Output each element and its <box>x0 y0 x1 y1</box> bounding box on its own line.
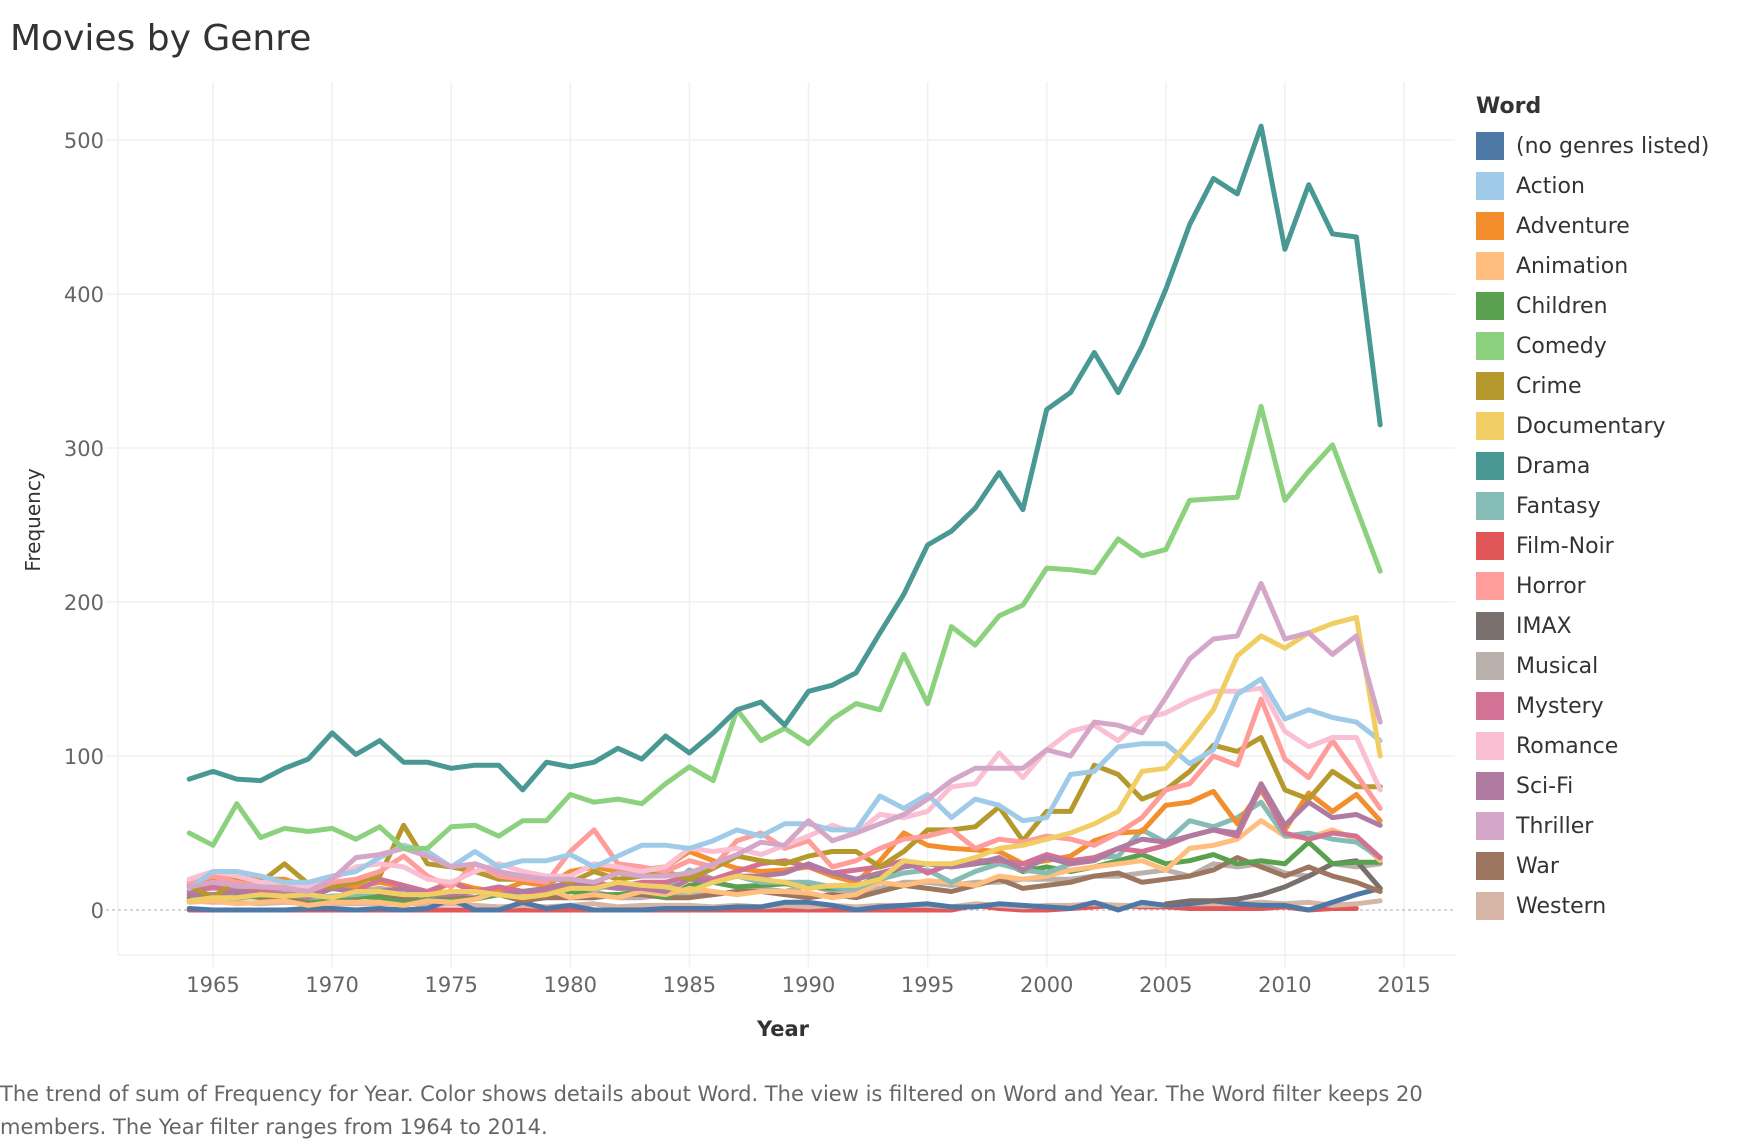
legend-item[interactable]: Fantasy <box>1476 486 1709 526</box>
legend-label: Film-Noir <box>1516 533 1614 559</box>
legend-label: Comedy <box>1516 333 1607 359</box>
legend-label: Adventure <box>1516 213 1630 239</box>
legend-item[interactable]: Mystery <box>1476 686 1709 726</box>
legend-label: Animation <box>1516 253 1629 279</box>
x-tick-label: 1970 <box>305 973 358 997</box>
legend-items: (no genres listed) Action Adventure Animati… <box>1476 126 1709 926</box>
legend-label: Horror <box>1516 573 1586 599</box>
legend-swatch <box>1476 812 1504 840</box>
legend-swatch <box>1476 652 1504 680</box>
legend-label: Action <box>1516 173 1585 199</box>
legend-label: Thriller <box>1516 813 1594 839</box>
legend-swatch <box>1476 492 1504 520</box>
legend-item[interactable]: Romance <box>1476 726 1709 766</box>
x-tick-label: 1985 <box>663 973 716 997</box>
grid-lines <box>106 82 1455 967</box>
legend-swatch <box>1476 212 1504 240</box>
series-line-no-genres-listed <box>186 885 1383 913</box>
x-axis-ticks: 1965 1970 1975 1980 1985 1990 1995 2000 2005 2010… <box>186 973 1430 997</box>
legend-label: Drama <box>1516 453 1591 479</box>
x-tick-label: 1990 <box>782 973 835 997</box>
x-tick-label: 2015 <box>1377 973 1430 997</box>
x-tick-label: 2005 <box>1139 973 1192 997</box>
legend-item[interactable]: Crime <box>1476 366 1709 406</box>
legend-swatch <box>1476 292 1504 320</box>
legend-item[interactable]: Comedy <box>1476 326 1709 366</box>
legend-label: Romance <box>1516 733 1619 759</box>
legend-item[interactable]: Animation <box>1476 246 1709 286</box>
chart-title: Movies by Genre <box>10 18 312 59</box>
legend-swatch <box>1476 252 1504 280</box>
legend-item[interactable]: War <box>1476 846 1709 886</box>
legend-swatch <box>1476 732 1504 760</box>
legend-label: Sci-Fi <box>1516 773 1574 799</box>
legend-item[interactable]: Western <box>1476 886 1709 926</box>
series-line-animation <box>186 818 1383 908</box>
series-line-thriller <box>186 581 1383 894</box>
x-tick-label: 1975 <box>424 973 477 997</box>
legend-swatch <box>1476 692 1504 720</box>
legend-swatch <box>1476 572 1504 600</box>
series-lines <box>186 123 1383 913</box>
legend-item[interactable]: Drama <box>1476 446 1709 486</box>
legend-item[interactable]: (no genres listed) <box>1476 126 1709 166</box>
legend-label: Crime <box>1516 373 1582 399</box>
series-line-documentary <box>186 614 1383 904</box>
legend-label: Western <box>1516 893 1607 919</box>
legend-swatch <box>1476 772 1504 800</box>
legend-swatch <box>1476 612 1504 640</box>
y-axis-title: Frequency <box>21 468 45 571</box>
legend-item[interactable]: Documentary <box>1476 406 1709 446</box>
legend-label: Fantasy <box>1516 493 1601 519</box>
legend-swatch <box>1476 892 1504 920</box>
y-tick-label: 0 <box>91 899 104 923</box>
legend: Word (no genres listed) Action Adventure An… <box>1476 92 1709 926</box>
x-tick-label: 1980 <box>544 973 597 997</box>
x-tick-label: 1995 <box>901 973 954 997</box>
legend-item[interactable]: Horror <box>1476 566 1709 606</box>
x-tick-label: 1965 <box>186 973 239 997</box>
legend-swatch <box>1476 452 1504 480</box>
y-tick-label: 100 <box>64 745 104 769</box>
legend-label: Children <box>1516 293 1608 319</box>
legend-swatch <box>1476 412 1504 440</box>
legend-item[interactable]: Sci-Fi <box>1476 766 1709 806</box>
legend-item[interactable]: Thriller <box>1476 806 1709 846</box>
legend-label: Mystery <box>1516 693 1604 719</box>
legend-label: (no genres listed) <box>1516 133 1710 159</box>
y-tick-label: 200 <box>64 591 104 615</box>
legend-item[interactable]: Action <box>1476 166 1709 206</box>
series-line-crime <box>186 735 1383 901</box>
series-line-war <box>186 855 1383 904</box>
legend-item[interactable]: Adventure <box>1476 206 1709 246</box>
x-tick-label: 2010 <box>1258 973 1311 997</box>
legend-swatch <box>1476 332 1504 360</box>
y-tick-label: 300 <box>64 437 104 461</box>
y-tick-label: 400 <box>64 283 104 307</box>
legend-swatch <box>1476 172 1504 200</box>
y-axis-ticks: 0 100 200 300 400 500 <box>64 129 104 923</box>
legend-swatch <box>1476 372 1504 400</box>
legend-title: Word <box>1476 94 1542 119</box>
legend-swatch <box>1476 852 1504 880</box>
legend-label: Musical <box>1516 653 1599 679</box>
legend-item[interactable]: Children <box>1476 286 1709 326</box>
y-tick-label: 500 <box>64 129 104 153</box>
legend-label: Documentary <box>1516 413 1666 439</box>
legend-item[interactable]: IMAX <box>1476 606 1709 646</box>
legend-label: IMAX <box>1516 613 1572 639</box>
chart-caption: The trend of sum of Frequency for Year. … <box>0 1082 1423 1139</box>
legend-item[interactable]: Musical <box>1476 646 1709 686</box>
x-tick-label: 2000 <box>1020 973 1073 997</box>
legend-swatch <box>1476 132 1504 160</box>
series-line-drama <box>186 123 1383 793</box>
legend-item[interactable]: Film-Noir <box>1476 526 1709 566</box>
x-axis-title: Year <box>756 1017 810 1041</box>
series-line-comedy <box>186 403 1383 851</box>
legend-swatch <box>1476 532 1504 560</box>
legend-label: War <box>1516 853 1559 879</box>
